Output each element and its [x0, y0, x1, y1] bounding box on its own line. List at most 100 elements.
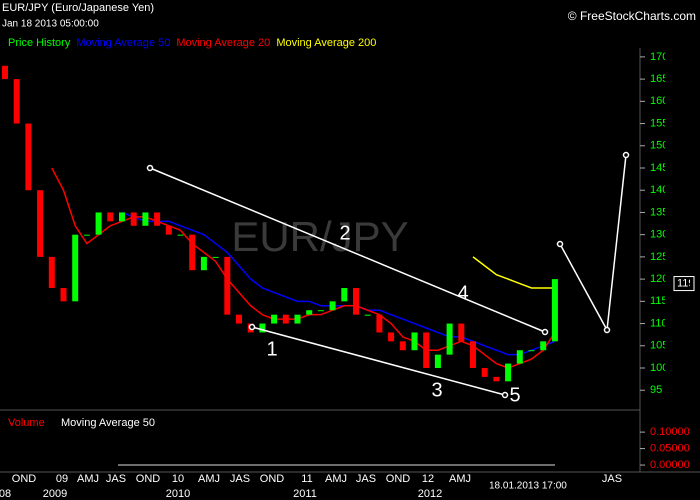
legend-entry: Moving Average 20: [176, 37, 270, 49]
trendline: [149, 167, 546, 333]
candle: [528, 350, 535, 352]
trendline: [251, 326, 506, 396]
y-tick-label: 105: [650, 340, 668, 352]
candle: [423, 332, 430, 368]
x-tick-label: JAS: [602, 473, 622, 485]
moving-average: [472, 256, 555, 289]
x-tick-label: AMJ: [325, 473, 347, 485]
x-tick-label: 09: [56, 473, 68, 485]
volume-title: Volume: [8, 417, 45, 429]
y-tick-label: 155: [650, 117, 668, 129]
handle: [556, 240, 564, 248]
x-tick-label: 11: [301, 473, 312, 485]
x-tick-label: 12: [422, 473, 434, 485]
annotation: 4: [457, 282, 468, 304]
x-tick-label: OND: [260, 473, 285, 485]
source: © FreeStockCharts.com: [568, 9, 696, 23]
y-tick-label: 170: [650, 51, 668, 63]
x-tick-label: JAS: [230, 473, 250, 485]
x-tick-label: OND: [386, 473, 411, 485]
candle: [294, 314, 301, 324]
candle: [189, 234, 196, 271]
candle: [306, 310, 313, 315]
candle: [458, 323, 465, 342]
candle: [399, 341, 406, 351]
x-tick-label: 10: [172, 473, 184, 485]
x-tick-label: AMJ: [77, 473, 99, 485]
y-tick-label: 130: [650, 229, 668, 241]
x-tick-label: OND: [136, 473, 161, 485]
candle: [107, 212, 114, 222]
candle: [493, 376, 500, 382]
candle: [13, 79, 20, 124]
candle: [165, 225, 172, 235]
candle: [481, 368, 488, 377]
candle: [154, 212, 161, 226]
candle: [48, 256, 55, 288]
y-tick-label: 165: [650, 73, 668, 85]
annotation: 5: [509, 384, 520, 406]
date-label: 18.01.2013 17:00: [489, 481, 567, 492]
candle: [353, 288, 359, 315]
candle: [505, 363, 512, 382]
candle: [37, 190, 44, 257]
y-axis: 95 100 105 110 115 120 125 130 135 140 145 150 155 16…: [640, 51, 668, 396]
candle: [364, 314, 371, 316]
candle: [282, 314, 289, 324]
x-tick-label: JAS: [356, 473, 376, 485]
candle: [271, 314, 278, 324]
candle: [2, 65, 8, 80]
moving-average: [121, 211, 556, 356]
candle: [72, 234, 79, 302]
y-tick-label: 0.00000: [650, 459, 690, 471]
x-tick-label: JAS: [106, 473, 126, 485]
candle: [212, 256, 219, 258]
candle: [142, 212, 149, 226]
candle: [236, 314, 242, 324]
subtitle: Jan 18 2013 05:00:00: [2, 19, 99, 30]
legend-entry: Moving Average 50: [76, 37, 170, 49]
legend-entry: Price History: [8, 37, 71, 49]
watermark: EUR/JPY: [231, 213, 408, 260]
candle: [388, 332, 395, 342]
marks: [2, 65, 558, 382]
x-tick-label: AMJ: [198, 473, 220, 485]
trendlines: [146, 151, 630, 399]
handle: [603, 326, 611, 334]
candle: [119, 212, 125, 222]
x-tick-label: OND: [12, 473, 37, 485]
last-price-label: 119: [677, 277, 695, 289]
volume-ma-label: Moving Average 50: [61, 417, 155, 429]
candle: [376, 314, 383, 333]
candle: [516, 350, 523, 364]
x-tick-label: 2012: [418, 488, 442, 500]
candle: [200, 256, 207, 271]
y-tick-label: 110: [650, 317, 668, 329]
x-tick-label: AMJ: [449, 473, 471, 485]
y-tick-label: 145: [650, 162, 668, 174]
wave-labels: 1 2 3 4 5: [266, 222, 520, 406]
candle: [177, 234, 184, 236]
annotation: 1: [266, 338, 277, 360]
handle: [501, 391, 509, 399]
y-tick-label: 150: [650, 140, 668, 152]
annotation: 3: [431, 379, 442, 401]
y-tick-label: 100: [650, 362, 668, 374]
candle: [130, 212, 137, 226]
x-tick-label: 2009: [43, 488, 67, 500]
y-tick-label: 125: [650, 251, 668, 263]
legend-entry: Moving Average 200: [276, 37, 376, 49]
y-tick-label: 0.10000: [650, 426, 690, 438]
candle: [224, 256, 231, 315]
candle: [411, 332, 418, 351]
handle: [248, 323, 256, 331]
candle: [446, 323, 453, 355]
last-price-box: [673, 276, 695, 292]
candle: [540, 341, 547, 351]
candle: [434, 354, 441, 368]
y-tick-label: 135: [650, 206, 668, 218]
handle: [622, 151, 630, 159]
